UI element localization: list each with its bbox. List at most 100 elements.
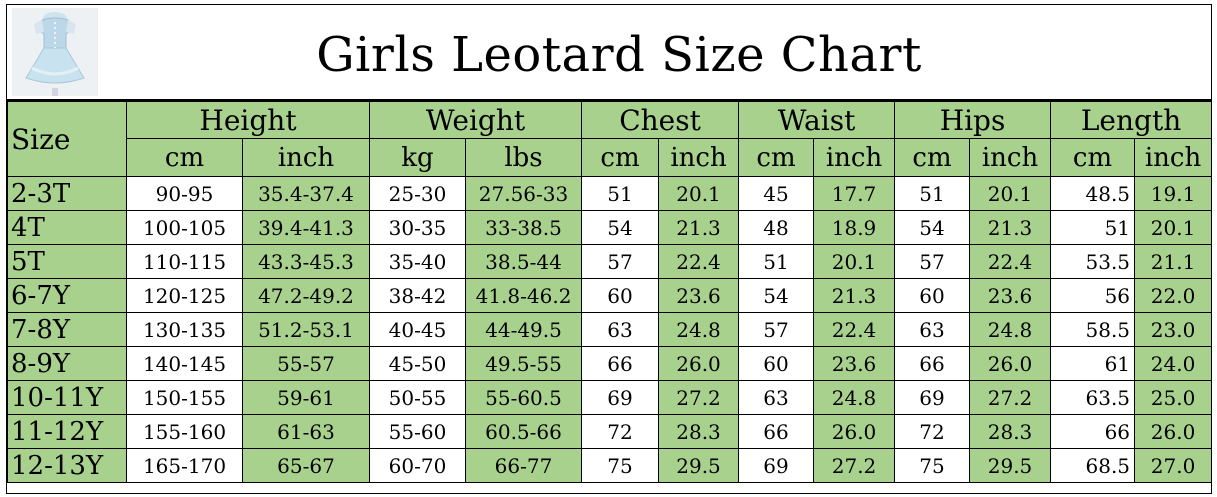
size-chart: Girls Leotard Size Chart Size Height Weigh…	[6, 4, 1213, 494]
unit-header: cm	[894, 138, 971, 177]
value-cell: 57	[581, 244, 660, 279]
unit-header: lbs	[464, 138, 583, 177]
value-cell: 45-50	[369, 346, 466, 381]
unit-header: inch	[1134, 138, 1213, 177]
value-cell: 21.3	[813, 278, 896, 313]
unit-header: inch	[242, 138, 370, 177]
value-cell: 66-77	[464, 448, 583, 483]
value-cell: 63	[894, 312, 971, 347]
value-cell: 45	[738, 176, 815, 211]
value-cell: 22.4	[969, 244, 1052, 279]
value-cell: 27.2	[969, 380, 1052, 415]
value-cell: 60	[581, 278, 660, 313]
value-cell: 18.9	[813, 210, 896, 245]
unit-header: inch	[969, 138, 1052, 177]
table-row: 8-9Y 140-145 55-57 45-50 49.5-55 66 26.0 60 23.6…	[7, 346, 1213, 381]
value-cell: 44-49.5	[464, 312, 583, 347]
size-cell: 5T	[7, 244, 127, 279]
value-cell: 57	[738, 312, 815, 347]
value-cell: 66	[894, 346, 971, 381]
value-cell: 26.0	[969, 346, 1052, 381]
value-cell: 72	[894, 414, 971, 449]
size-cell: 12-13Y	[7, 448, 127, 483]
page-title: Girls Leotard Size Chart	[7, 5, 1217, 101]
size-cell: 8-9Y	[7, 346, 127, 381]
value-cell: 24.8	[658, 312, 740, 347]
value-cell: 29.5	[658, 448, 740, 483]
size-cell: 6-7Y	[7, 278, 127, 313]
value-cell: 68.5	[1050, 448, 1136, 483]
table-row: 7-8Y 130-135 51.2-53.1 40-45 44-49.5 63 24.8 57…	[7, 312, 1213, 347]
value-cell: 69	[894, 380, 971, 415]
value-cell: 61	[1050, 346, 1136, 381]
value-cell: 30-35	[369, 210, 466, 245]
value-cell: 54	[894, 210, 971, 245]
unit-header: inch	[658, 138, 740, 177]
value-cell: 155-160	[126, 414, 243, 449]
value-cell: 51	[581, 176, 660, 211]
table-row: 2-3T 90-95 35.4-37.4 25-30 27.56-33 51 20.1 45 1…	[7, 176, 1213, 211]
table-row: 10-11Y 150-155 59-61 50-55 55-60.5 69 27.2 63 24…	[7, 380, 1213, 415]
value-cell: 26.0	[1134, 414, 1213, 449]
value-cell: 28.3	[969, 414, 1052, 449]
value-cell: 60	[894, 278, 971, 313]
value-cell: 55-57	[242, 346, 370, 381]
value-cell: 69	[581, 380, 660, 415]
value-cell: 51	[894, 176, 971, 211]
group-header-waist: Waist	[738, 101, 896, 139]
value-cell: 25.0	[1134, 380, 1213, 415]
value-cell: 23.6	[969, 278, 1052, 313]
value-cell: 66	[1050, 414, 1136, 449]
table-row: 5T 110-115 43.3-45.3 35-40 38.5-44 57 22.4 51 20…	[7, 244, 1213, 279]
value-cell: 59-61	[242, 380, 370, 415]
value-cell: 69	[738, 448, 815, 483]
value-cell: 150-155	[126, 380, 243, 415]
group-header-hips: Hips	[894, 101, 1052, 139]
table-row: 12-13Y 165-170 65-67 60-70 66-77 75 29.5 69 27.2…	[7, 448, 1213, 483]
size-cell: 4T	[7, 210, 127, 245]
value-cell: 26.0	[658, 346, 740, 381]
value-cell: 72	[581, 414, 660, 449]
value-cell: 21.3	[969, 210, 1052, 245]
value-cell: 55-60.5	[464, 380, 583, 415]
value-cell: 38-42	[369, 278, 466, 313]
value-cell: 21.3	[658, 210, 740, 245]
size-cell: 7-8Y	[7, 312, 127, 347]
value-cell: 90-95	[126, 176, 243, 211]
value-cell: 53.5	[1050, 244, 1136, 279]
chart-header: Girls Leotard Size Chart	[7, 5, 1211, 101]
size-table: Size Height Weight Chest Waist Hips Length cm in…	[7, 101, 1213, 483]
unit-header: cm	[581, 138, 660, 177]
value-cell: 75	[581, 448, 660, 483]
value-cell: 48.5	[1050, 176, 1136, 211]
group-header-chest: Chest	[581, 101, 740, 139]
value-cell: 24.8	[969, 312, 1052, 347]
value-cell: 23.0	[1134, 312, 1213, 347]
group-header-length: Length	[1050, 101, 1213, 139]
value-cell: 27.2	[658, 380, 740, 415]
value-cell: 120-125	[126, 278, 243, 313]
value-cell: 28.3	[658, 414, 740, 449]
value-cell: 39.4-41.3	[242, 210, 370, 245]
value-cell: 49.5-55	[464, 346, 583, 381]
value-cell: 110-115	[126, 244, 243, 279]
value-cell: 23.6	[658, 278, 740, 313]
value-cell: 27.56-33	[464, 176, 583, 211]
value-cell: 50-55	[369, 380, 466, 415]
value-cell: 100-105	[126, 210, 243, 245]
value-cell: 63.5	[1050, 380, 1136, 415]
header-row-units: cm inch kg lbs cm inch cm inch cm inch cm inch	[8, 138, 1213, 177]
size-cell: 2-3T	[7, 176, 127, 211]
group-header-weight: Weight	[368, 101, 583, 139]
value-cell: 17.7	[813, 176, 896, 211]
value-cell: 66	[581, 346, 660, 381]
leotard-thumbnail-image	[12, 8, 98, 96]
value-cell: 56	[1050, 278, 1136, 313]
value-cell: 23.6	[813, 346, 896, 381]
value-cell: 20.1	[813, 244, 896, 279]
value-cell: 66	[738, 414, 815, 449]
value-cell: 20.1	[658, 176, 740, 211]
size-cell: 11-12Y	[7, 414, 127, 449]
value-cell: 27.0	[1134, 448, 1213, 483]
value-cell: 24.0	[1134, 346, 1213, 381]
